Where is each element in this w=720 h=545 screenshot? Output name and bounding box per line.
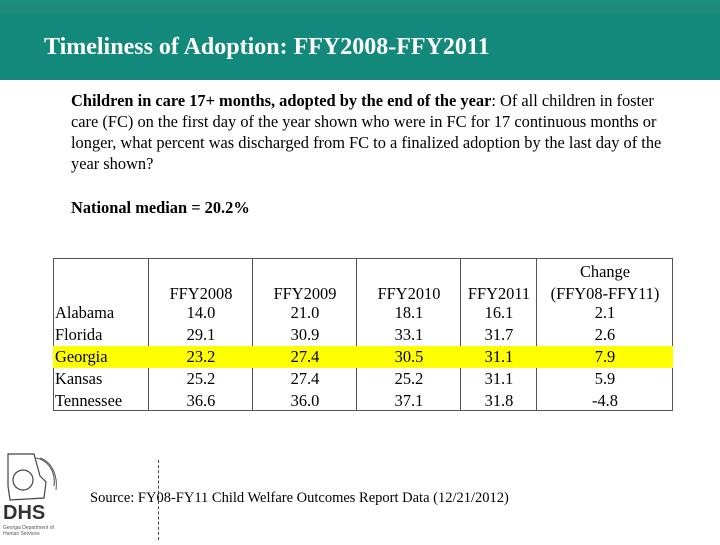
- cell-kansas-ffy2009: 27.4: [290, 369, 320, 388]
- cell-kansas-ffy2011: 31.1: [484, 369, 514, 388]
- logo-text: DHS: [3, 502, 46, 524]
- cell-tennessee-ffy2008: 36.6: [186, 391, 216, 410]
- state-alabama: Alabama: [55, 303, 115, 322]
- description: Children in care 17+ months, adopted by …: [71, 90, 671, 174]
- state-tennessee: Tennessee: [55, 391, 123, 410]
- header-band: [0, 14, 720, 80]
- national-median: National median = 20.2%: [71, 198, 250, 217]
- ffy2010-column-box: [357, 258, 461, 411]
- cell-alabama-change: 2.1: [594, 303, 616, 322]
- header-ffy2011: FFY2011: [467, 284, 531, 303]
- cell-georgia-ffy2011: 31.1: [484, 347, 514, 366]
- cell-tennessee-ffy2011: 31.8: [484, 391, 514, 410]
- header-ffy2010: FFY2010: [377, 284, 441, 303]
- cell-alabama-ffy2008: 14.0: [186, 303, 216, 322]
- cell-georgia-ffy2009: 27.4: [290, 347, 320, 366]
- cell-kansas-ffy2008: 25.2: [186, 369, 216, 388]
- cell-tennessee-change: -4.8: [592, 391, 618, 410]
- cell-kansas-ffy2010: 25.2: [394, 369, 424, 388]
- cell-florida-ffy2009: 30.9: [290, 325, 320, 344]
- cell-tennessee-ffy2009: 36.0: [290, 391, 320, 410]
- cell-kansas-change: 5.9: [594, 369, 616, 388]
- cell-georgia-ffy2008: 23.2: [186, 347, 216, 366]
- page-title: Timeliness of Adoption: FFY2008-FFY2011: [44, 34, 490, 60]
- state-florida: Florida: [55, 325, 103, 344]
- header-ffy2008: FFY2008: [169, 284, 233, 303]
- cell-florida-ffy2011: 31.7: [484, 325, 514, 344]
- ffy2011-column-box: [461, 258, 537, 411]
- georgia-map-icon: [7, 453, 57, 501]
- ffy2008-column-box: [149, 258, 253, 411]
- logo-subtext: Georgia Department of Human Services: [3, 525, 54, 537]
- change-column-box: [537, 258, 673, 411]
- cell-georgia-ffy2010: 30.5: [394, 347, 424, 366]
- ffy2009-column-box: [253, 258, 357, 411]
- cell-florida-ffy2010: 33.1: [394, 325, 424, 344]
- source-note: Source: FY08-FY11 Child Welfare Outcomes…: [90, 490, 509, 506]
- state-georgia: Georgia: [55, 347, 108, 366]
- data-table: FFY2008 FFY2009 FFY2010 FFY2011 Change (…: [53, 258, 673, 413]
- cell-alabama-ffy2010: 18.1: [394, 303, 424, 322]
- state-column-box: [53, 258, 149, 411]
- cell-alabama-ffy2011: 16.1: [484, 303, 514, 322]
- georgia-highlight: [53, 346, 673, 368]
- dhs-logo: DHS Georgia Department of Human Services: [0, 446, 62, 540]
- header-change-line2: (FFY08-FFY11): [550, 284, 660, 303]
- cell-tennessee-ffy2010: 37.1: [394, 391, 424, 410]
- cell-florida-ffy2008: 29.1: [186, 325, 216, 344]
- header-bar: [0, 0, 720, 80]
- cell-alabama-ffy2009: 21.0: [290, 303, 320, 322]
- cell-georgia-change: 7.9: [594, 347, 616, 366]
- header-change-line1: Change: [579, 262, 631, 281]
- state-kansas: Kansas: [55, 369, 103, 388]
- header-ffy2009: FFY2009: [273, 284, 337, 303]
- decorative-line: [158, 460, 159, 540]
- footer-bar: [0, 458, 720, 540]
- cell-florida-change: 2.6: [594, 325, 616, 344]
- footer-panel: [62, 458, 720, 540]
- description-rest: : Of all children in foster care (FC) on…: [71, 91, 662, 173]
- description-bold: Children in care 17+ months, adopted by …: [71, 91, 492, 110]
